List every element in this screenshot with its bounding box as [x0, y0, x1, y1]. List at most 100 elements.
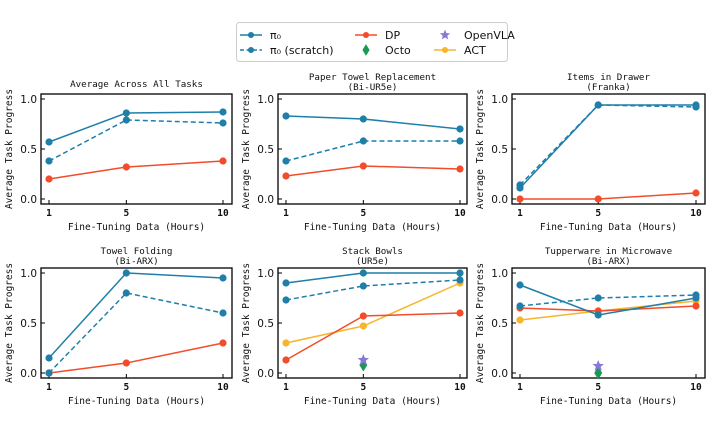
data-point	[122, 116, 130, 124]
data-point	[594, 101, 602, 109]
circle-icon	[247, 46, 255, 54]
series-pi0	[45, 108, 227, 146]
panel-title: Items in Drawer	[567, 72, 650, 83]
series-pi0_scratch	[516, 101, 700, 189]
series-line	[285, 272, 460, 284]
x-axis-label: Fine-Tuning Data (Hours)	[304, 222, 441, 233]
series-line	[48, 272, 224, 359]
x-axis-label: Fine-Tuning Data (Hours)	[68, 396, 205, 407]
x-tick-label: 5	[595, 208, 601, 219]
legend-entry-pi0: π₀	[240, 29, 282, 42]
series-line	[285, 165, 461, 177]
data-point	[456, 309, 464, 317]
data-point	[219, 157, 227, 165]
y-tick-label: 0.5	[20, 318, 37, 330]
panel-2: Paper Towel Replacement(Bi-UR5e) 0.0 0.5 1.…	[241, 72, 468, 233]
data-point	[219, 339, 227, 347]
y-tick-label: 0.5	[491, 318, 508, 330]
series-dp	[282, 309, 464, 364]
y-axis-label: Average Task Progress	[475, 89, 486, 209]
y-tick-label: 1.0	[20, 94, 37, 106]
diamond-icon	[362, 44, 370, 56]
legend-label: π₀	[270, 29, 282, 42]
y-tick-label: 0.5	[491, 144, 508, 156]
data-point	[282, 157, 290, 165]
data-point	[359, 322, 367, 330]
series-dp	[516, 189, 700, 203]
data-point	[122, 289, 130, 297]
x-axis-label: Fine-Tuning Data (Hours)	[304, 396, 441, 407]
star-icon	[439, 29, 451, 40]
legend-label: OpenVLA	[464, 29, 515, 42]
legend-label: ACT	[464, 44, 486, 57]
panel-title: Stack Bowls	[342, 246, 403, 257]
data-point	[45, 369, 53, 377]
data-point	[282, 172, 290, 180]
x-tick-label: 1	[283, 208, 289, 219]
series-pi0	[516, 101, 700, 192]
x-tick-label: 5	[123, 208, 129, 219]
plot-frame	[511, 93, 706, 205]
y-axis-label: Average Task Progress	[475, 263, 486, 383]
x-tick-label: 5	[360, 382, 366, 393]
data-point	[359, 312, 367, 320]
panel-5: Stack Bowls(UR5e) 0.0 0.5 1.0 1 5 10 Fine-Tunin…	[241, 246, 468, 407]
series-line	[48, 119, 224, 162]
panel-1: Average Across All Tasks 0.0 0.5 1.0 1 5 10 Fin…	[4, 79, 233, 233]
series-pi0_scratch	[282, 137, 464, 165]
data-point	[516, 281, 524, 289]
data-point	[282, 296, 290, 304]
data-point	[594, 195, 602, 203]
series-line	[520, 192, 697, 200]
data-point	[692, 101, 700, 109]
data-point	[45, 175, 53, 183]
panel-4: Towel Folding(Bi-ARX) 0.0 0.5 1.0 1 5 10 Fine-T…	[4, 246, 233, 407]
y-tick-label: 1.0	[257, 94, 274, 106]
point-openvla	[357, 354, 370, 365]
x-tick-label: 5	[595, 382, 601, 393]
plot-frame	[277, 93, 468, 205]
x-tick-label: 1	[517, 208, 523, 219]
legend: π₀ π₀ (scratch) DP Octo OpenVLA ACT	[236, 22, 515, 62]
circle-icon	[441, 46, 449, 54]
series-pi0	[45, 269, 227, 362]
legend-entry-act: ACT	[434, 44, 486, 57]
x-axis-label: Fine-Tuning Data (Hours)	[540, 222, 677, 233]
series-pi0	[516, 281, 700, 319]
data-point	[692, 302, 700, 310]
legend-label: DP	[385, 29, 400, 42]
series-line	[285, 140, 460, 162]
series-line	[48, 160, 224, 180]
y-tick-label: 0.0	[20, 368, 37, 380]
panel-title: Tupperware in Microwave	[545, 246, 672, 257]
y-tick-label: 0.0	[491, 194, 508, 206]
x-tick-label: 10	[454, 382, 466, 393]
legend-entry-octo: Octo	[362, 44, 411, 57]
y-axis-label: Average Task Progress	[4, 89, 15, 209]
data-point	[594, 311, 602, 319]
panel-subtitle: (UR5e)	[356, 256, 389, 267]
series-line	[48, 292, 224, 374]
data-point	[359, 162, 367, 170]
data-point	[122, 269, 130, 277]
series-line	[519, 104, 696, 189]
y-tick-label: 0.0	[257, 194, 274, 206]
panel-subtitle: (Bi-ARX)	[114, 256, 158, 267]
series-pi0_scratch	[282, 276, 464, 304]
y-tick-label: 0.0	[257, 368, 274, 380]
x-tick-label: 1	[517, 382, 523, 393]
circle-icon	[247, 31, 255, 39]
data-point	[219, 309, 227, 317]
series-line	[48, 342, 224, 374]
panel-subtitle: (Franka)	[586, 82, 630, 93]
x-tick-label: 5	[123, 382, 129, 393]
x-tick-label: 10	[690, 382, 702, 393]
legend-label: Octo	[385, 44, 411, 57]
data-point	[456, 276, 464, 284]
y-tick-label: 0.0	[20, 194, 37, 206]
y-tick-label: 1.0	[491, 268, 508, 280]
series-dp	[45, 157, 227, 183]
x-tick-label: 5	[360, 208, 366, 219]
data-point	[594, 294, 602, 302]
data-point	[45, 157, 53, 165]
